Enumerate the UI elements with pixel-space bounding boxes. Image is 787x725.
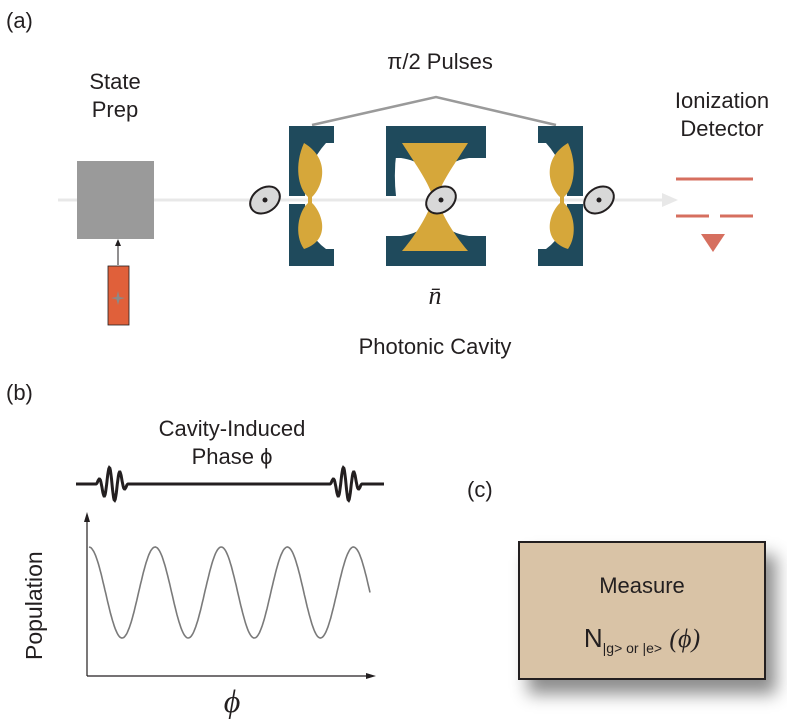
x-axis-arrowhead (366, 673, 376, 679)
measure-subscript: |g> or |e> (602, 640, 663, 657)
state-prep-label: State Prep (60, 71, 170, 121)
pulses-label: π/2 Pulses (387, 49, 493, 74)
pulse-sequence-line (76, 465, 384, 503)
atom-icon-1 (249, 185, 281, 215)
state-prep-box (77, 161, 154, 239)
measure-title: Measure (599, 573, 685, 598)
detector-line1: Ionization (674, 88, 770, 113)
pulses-bracket (311, 95, 557, 127)
atom-icon-2 (425, 185, 457, 215)
laser-arrowhead (115, 239, 121, 246)
state-prep-line2: Prep (91, 97, 139, 122)
phase-label-line1: Cavity-Induced (158, 416, 306, 441)
measure-argument: (ϕ) (669, 624, 701, 653)
beam-arrowhead (662, 193, 678, 207)
detector-line2: Detector (680, 116, 764, 141)
y-axis-label: Population (21, 551, 47, 660)
phase-label: Cavity-Induced Phase ϕ (122, 418, 342, 468)
laser-sparkle-icon (111, 291, 125, 305)
y-axis-arrowhead (84, 512, 90, 522)
experiment-schematic (58, 95, 753, 326)
atom-icon-3 (583, 185, 615, 215)
detector-label: Ionization Detector (660, 90, 784, 140)
panel-c-label: (c) (467, 477, 493, 502)
population-curve (88, 546, 371, 639)
measure-N: N (583, 623, 603, 653)
measure-formula: N|g> or |e> (ϕ) (520, 623, 764, 656)
measure-box: Measure N|g> or |e> (ϕ) (518, 541, 766, 680)
state-prep-line1: State (89, 69, 141, 94)
left-ramsey-zone (289, 126, 334, 266)
nbar-label: n̄ (428, 281, 442, 310)
panel-b-label: (b) (6, 380, 33, 405)
ionization-detector-icon (676, 177, 753, 252)
panel-a-label: (a) (6, 8, 33, 33)
ramsey-sequence-diagram (76, 465, 384, 679)
x-axis-label: ϕ (223, 683, 241, 719)
population-chart (84, 512, 376, 679)
cavity-label: Photonic Cavity (358, 334, 512, 359)
phase-label-line2: Phase ϕ (191, 444, 273, 469)
right-ramsey-zone (538, 126, 583, 266)
